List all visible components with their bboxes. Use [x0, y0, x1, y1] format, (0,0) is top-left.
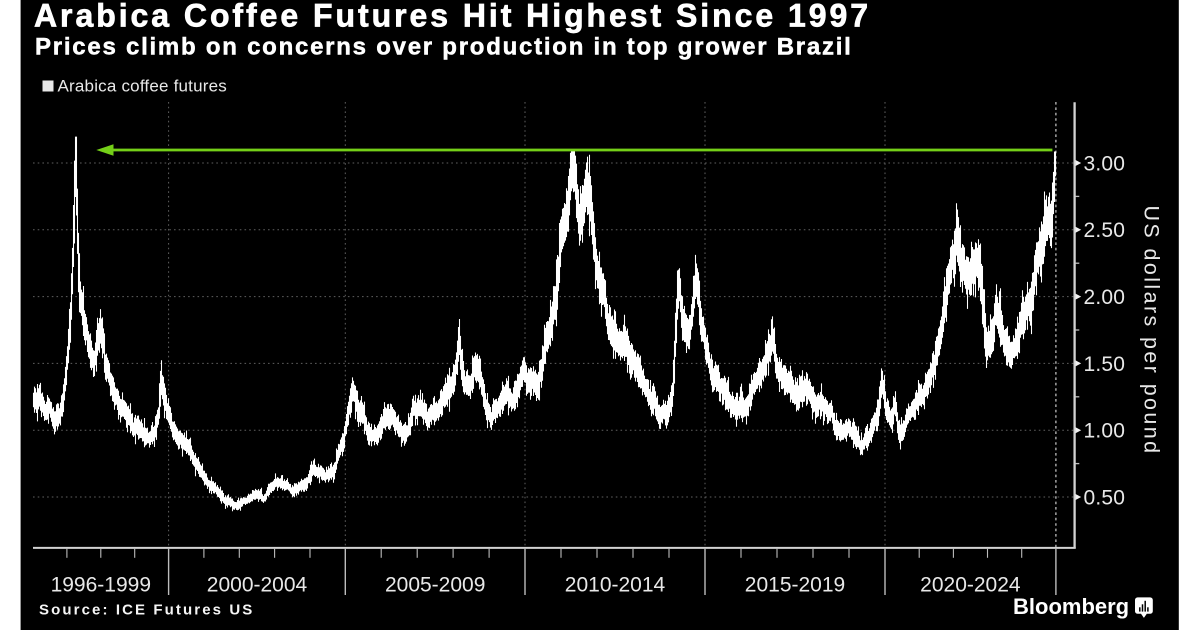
- svg-text:2.00: 2.00: [1084, 286, 1126, 309]
- svg-text:Arabica coffee futures: Arabica coffee futures: [58, 77, 227, 96]
- svg-text:Arabica Coffee Futures Hit Hig: Arabica Coffee Futures Hit Highest Since…: [34, 0, 871, 34]
- svg-text:Source: ICE Futures US: Source: ICE Futures US: [39, 602, 254, 619]
- svg-text:3.00: 3.00: [1084, 152, 1126, 175]
- svg-text:Prices climb on concerns over: Prices climb on concerns over production…: [35, 34, 853, 61]
- svg-text:2005-2009: 2005-2009: [385, 574, 485, 597]
- svg-text:US dollars per pound: US dollars per pound: [1140, 206, 1164, 456]
- svg-text:2000-2004: 2000-2004: [207, 574, 308, 597]
- svg-text:1.00: 1.00: [1084, 420, 1126, 443]
- svg-text:0.50: 0.50: [1084, 486, 1126, 509]
- svg-text:2010-2014: 2010-2014: [565, 574, 666, 597]
- svg-text:1.50: 1.50: [1084, 353, 1126, 376]
- svg-text:1996-1999: 1996-1999: [51, 574, 151, 597]
- svg-text:2020-2024: 2020-2024: [920, 574, 1021, 597]
- svg-text:2015-2019: 2015-2019: [745, 574, 845, 597]
- svg-text:Bloomberg: Bloomberg: [1013, 594, 1129, 619]
- svg-text:2.50: 2.50: [1084, 219, 1126, 242]
